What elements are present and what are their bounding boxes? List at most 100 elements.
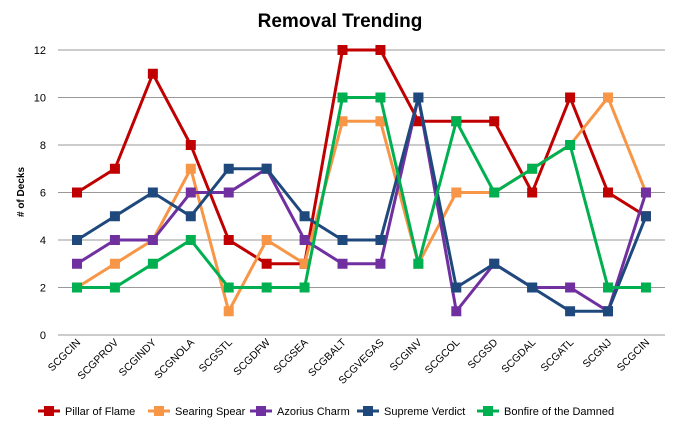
series-line-2 <box>76 97 648 315</box>
legend-marker <box>483 406 493 416</box>
data-point <box>261 258 272 269</box>
data-point <box>261 163 272 174</box>
data-point <box>223 163 234 174</box>
x-tick-label: SCGDAL <box>499 337 538 376</box>
data-point <box>375 235 386 245</box>
legend-marker <box>363 406 373 416</box>
x-tick-label: SCGNOLA <box>152 337 197 382</box>
data-point <box>640 211 651 222</box>
data-point <box>565 92 576 103</box>
data-point <box>640 282 651 293</box>
y-tick-label: 12 <box>34 45 46 57</box>
data-point <box>565 282 576 293</box>
data-point <box>299 282 310 293</box>
data-point <box>603 282 614 293</box>
data-point <box>375 45 386 55</box>
data-point <box>109 282 120 293</box>
data-point <box>413 92 424 103</box>
data-point <box>109 211 120 222</box>
series-line-3 <box>76 97 648 313</box>
data-point <box>640 187 651 198</box>
y-tick-label: 4 <box>40 235 46 247</box>
data-point <box>147 235 158 245</box>
data-point <box>147 187 158 198</box>
data-point <box>109 163 120 174</box>
legend-marker <box>44 406 54 416</box>
data-point <box>603 92 614 103</box>
data-point <box>223 282 234 293</box>
x-tick-label: SCGCIN <box>615 337 652 374</box>
data-point <box>147 258 158 269</box>
data-point <box>109 235 120 245</box>
data-point <box>299 258 310 269</box>
x-tick-label: SCGSTL <box>197 337 235 375</box>
data-point <box>337 235 348 245</box>
x-tick-label: SCGSD <box>465 336 500 371</box>
data-point <box>451 306 462 317</box>
legend-label: Azorius Charm <box>277 406 350 418</box>
data-point <box>185 163 196 174</box>
x-tick-label: SCGCOL <box>423 337 463 377</box>
data-point <box>147 68 158 79</box>
data-point <box>185 140 196 150</box>
data-point <box>451 187 462 198</box>
data-point <box>413 258 424 269</box>
data-point <box>413 116 424 127</box>
data-point <box>337 258 348 269</box>
data-point <box>375 92 386 103</box>
data-point <box>261 235 272 245</box>
data-point <box>223 187 234 198</box>
data-point <box>185 187 196 198</box>
legend-label: Bonfire of the Damned <box>504 406 614 418</box>
x-tick-label: SCGNJ <box>580 337 614 371</box>
y-tick-label: 10 <box>34 93 46 105</box>
series-line-4 <box>77 96 646 289</box>
data-point <box>185 211 196 222</box>
data-point <box>603 187 614 198</box>
y-axis-label: # of Decks <box>16 167 27 217</box>
data-point <box>375 258 386 269</box>
series-line-1 <box>76 94 648 316</box>
x-tick-label: SCGSEA <box>271 337 310 376</box>
legend-label: Supreme Verdict <box>384 406 465 418</box>
data-point <box>565 140 576 150</box>
x-tick-label: SCGINV <box>388 337 425 374</box>
data-point <box>451 282 462 293</box>
data-point <box>337 116 348 127</box>
legend-marker <box>154 406 164 416</box>
data-point <box>72 282 82 293</box>
y-tick-label: 8 <box>40 140 46 152</box>
legend-label: Pillar of Flame <box>65 406 135 418</box>
data-point <box>72 187 82 198</box>
data-point <box>185 235 196 245</box>
data-point <box>489 116 500 127</box>
x-tick-label: SCGPROV <box>75 337 121 383</box>
chart-title: Removal Trending <box>258 11 423 32</box>
data-point <box>299 211 310 222</box>
data-point <box>223 306 234 317</box>
y-tick-label: 6 <box>40 188 46 200</box>
data-point <box>489 187 500 198</box>
legend-label: Searing Spear <box>175 406 246 418</box>
data-point <box>527 187 538 198</box>
data-point <box>451 116 462 127</box>
series-line-0 <box>76 48 647 266</box>
data-point <box>337 45 348 55</box>
data-point <box>109 258 120 269</box>
data-point <box>223 235 234 245</box>
data-point <box>261 282 272 293</box>
data-point <box>375 116 386 127</box>
data-point <box>565 306 576 317</box>
y-tick-label: 2 <box>40 283 46 295</box>
data-point <box>489 258 500 269</box>
data-point <box>299 235 310 245</box>
x-tick-label: SCGCIN <box>46 337 83 374</box>
legend-marker <box>256 406 266 416</box>
data-point <box>72 258 82 269</box>
data-point <box>72 235 82 245</box>
x-tick-label: SCGDFW <box>231 337 273 379</box>
y-tick-label: 0 <box>40 330 46 342</box>
data-point <box>527 163 538 174</box>
